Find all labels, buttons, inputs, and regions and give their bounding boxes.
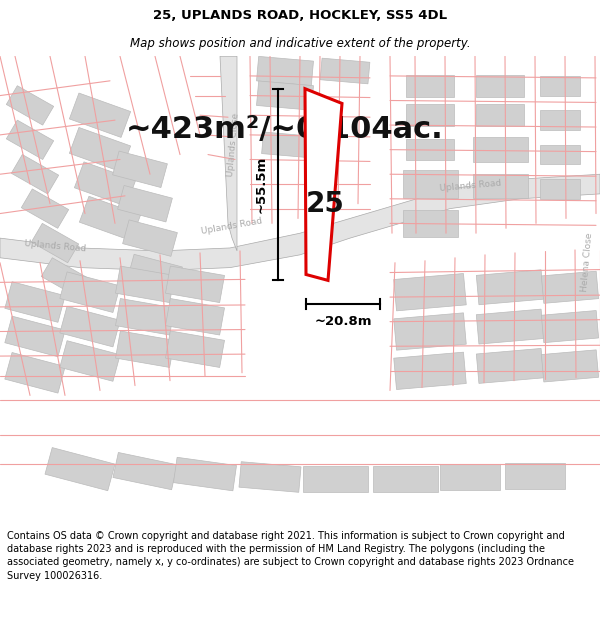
Polygon shape: [79, 196, 140, 241]
Polygon shape: [541, 271, 599, 303]
Polygon shape: [540, 111, 580, 130]
Polygon shape: [74, 162, 136, 206]
Polygon shape: [403, 170, 458, 198]
Polygon shape: [476, 104, 524, 126]
Polygon shape: [166, 299, 224, 335]
Polygon shape: [5, 282, 65, 322]
Text: Uplands Close: Uplands Close: [226, 112, 240, 177]
Polygon shape: [115, 299, 175, 335]
Text: ~55.5m: ~55.5m: [254, 156, 268, 213]
Polygon shape: [305, 89, 342, 281]
Polygon shape: [239, 462, 301, 492]
Text: 25: 25: [305, 190, 344, 218]
Polygon shape: [220, 56, 237, 251]
Polygon shape: [257, 56, 313, 86]
Polygon shape: [440, 464, 500, 490]
Polygon shape: [373, 466, 437, 492]
Polygon shape: [476, 75, 524, 96]
Polygon shape: [166, 331, 224, 367]
Text: Uplands Road: Uplands Road: [439, 179, 501, 193]
Polygon shape: [540, 145, 580, 164]
Polygon shape: [257, 81, 313, 110]
Polygon shape: [113, 452, 177, 490]
Polygon shape: [476, 309, 544, 344]
Polygon shape: [473, 174, 527, 198]
Text: Contains OS data © Crown copyright and database right 2021. This information is : Contains OS data © Crown copyright and d…: [7, 531, 574, 581]
Polygon shape: [394, 352, 466, 389]
Polygon shape: [394, 274, 466, 311]
Polygon shape: [406, 104, 454, 126]
Polygon shape: [41, 258, 89, 297]
Polygon shape: [403, 209, 458, 237]
Polygon shape: [320, 58, 370, 84]
Polygon shape: [70, 127, 131, 172]
Polygon shape: [5, 316, 65, 357]
Polygon shape: [60, 341, 120, 381]
Polygon shape: [302, 466, 367, 492]
Polygon shape: [11, 154, 59, 194]
Polygon shape: [476, 349, 544, 383]
Polygon shape: [173, 458, 236, 491]
Polygon shape: [22, 189, 68, 228]
Polygon shape: [541, 350, 599, 382]
Polygon shape: [406, 139, 454, 161]
Polygon shape: [115, 266, 175, 302]
Text: 25, UPLANDS ROAD, HOCKLEY, SS5 4DL: 25, UPLANDS ROAD, HOCKLEY, SS5 4DL: [153, 9, 447, 22]
Polygon shape: [113, 151, 167, 188]
Text: Helena Close: Helena Close: [580, 232, 594, 292]
Polygon shape: [122, 220, 178, 256]
Polygon shape: [118, 186, 172, 222]
Polygon shape: [476, 270, 544, 305]
Text: Map shows position and indicative extent of the property.: Map shows position and indicative extent…: [130, 38, 470, 51]
Text: ~20.8m: ~20.8m: [314, 315, 372, 328]
Polygon shape: [0, 174, 600, 271]
Polygon shape: [115, 331, 175, 367]
Polygon shape: [473, 138, 527, 162]
Polygon shape: [394, 313, 466, 350]
Polygon shape: [541, 311, 599, 342]
Polygon shape: [406, 75, 454, 96]
Polygon shape: [505, 463, 565, 489]
Polygon shape: [7, 86, 53, 125]
Text: ~423m²/~0.104ac.: ~423m²/~0.104ac.: [126, 116, 444, 144]
Polygon shape: [31, 223, 79, 262]
Polygon shape: [60, 272, 120, 312]
Polygon shape: [166, 266, 224, 302]
Polygon shape: [262, 132, 308, 158]
Polygon shape: [540, 179, 580, 199]
Text: Uplands Road: Uplands Road: [200, 216, 263, 236]
Text: Uplands Road: Uplands Road: [24, 239, 86, 253]
Polygon shape: [128, 254, 182, 291]
Polygon shape: [540, 76, 580, 96]
Polygon shape: [7, 120, 53, 159]
Polygon shape: [45, 448, 115, 491]
Polygon shape: [70, 93, 131, 138]
Polygon shape: [60, 306, 120, 347]
Polygon shape: [5, 352, 65, 393]
